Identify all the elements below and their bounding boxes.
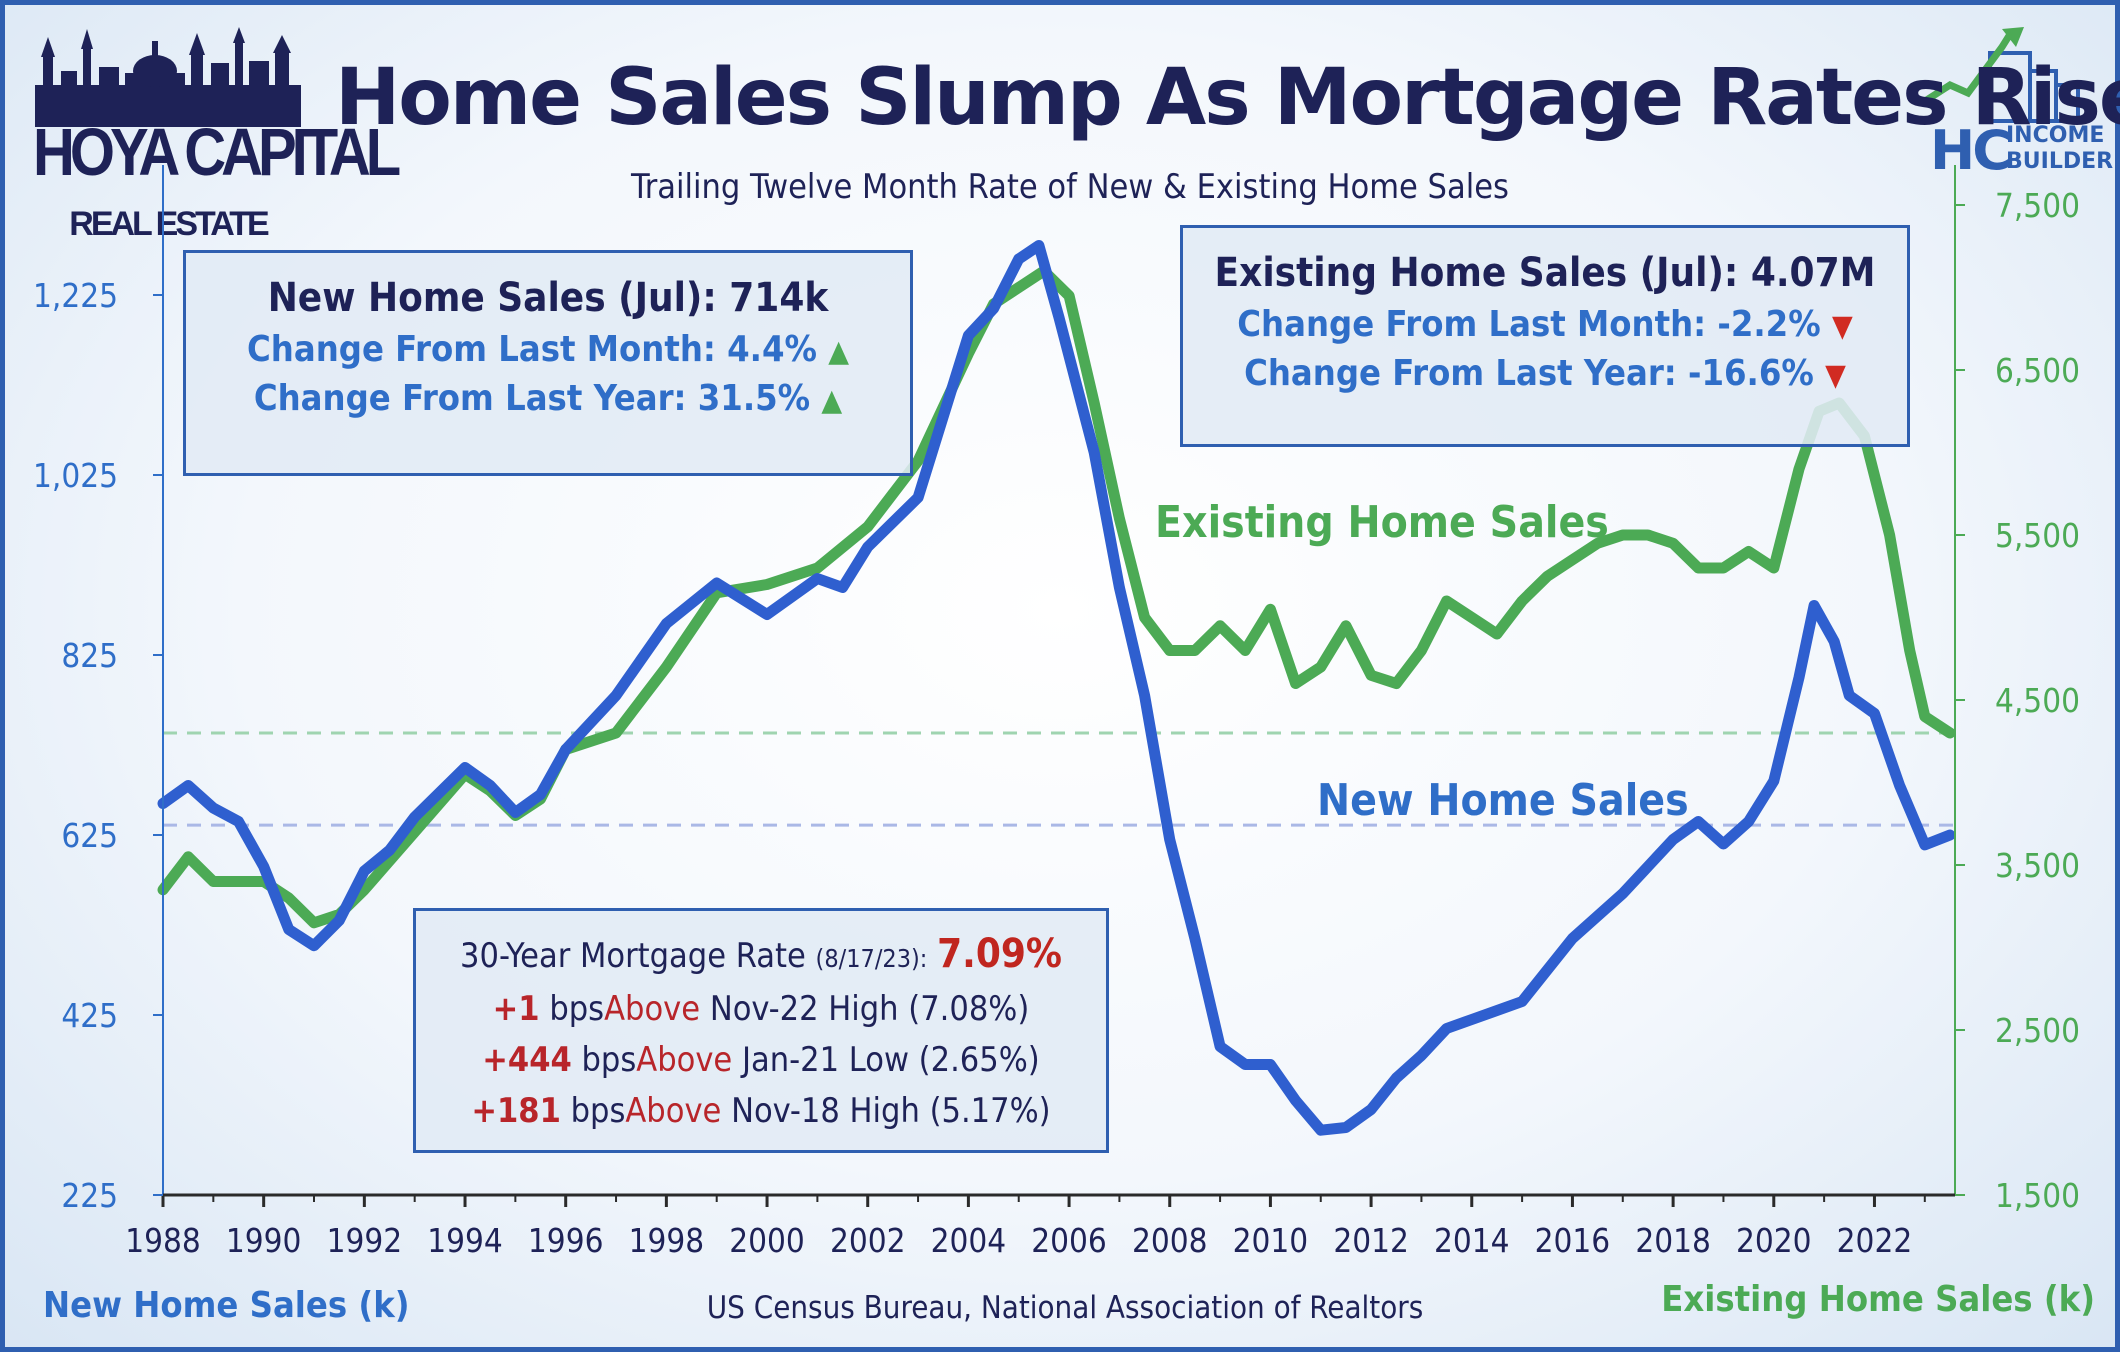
mortgage-row-unit: bps [581,1040,637,1080]
mortgage-row: +1 bpsAbove Nov-22 High (7.08%) [416,984,1106,1035]
x-tick-label: 2004 [931,1221,1007,1260]
existing-box-head: Existing Home Sales (Jul): 4.07M [1214,250,1876,296]
mortgage-row-rest: Jan-21 Low (2.65%) [741,1040,1040,1080]
y-left-tick-label: 225 [61,1176,118,1215]
down-triangle-icon: ▼ [1831,309,1853,344]
new-series-label: New Home Sales [1317,775,1689,826]
x-tick-label: 2010 [1233,1221,1309,1260]
new-box-year: Change From Last Year: 31.5% ▲ [186,378,910,419]
x-tick-label: 1992 [327,1221,403,1260]
building-chart-icon [1920,27,2080,123]
mortgage-row-above: Above [625,1091,722,1131]
new-box-month-text: Change From Last Month: 4.4% [247,329,817,370]
mortgage-row-rest: Nov-18 High (5.17%) [731,1091,1051,1131]
mortgage-label: 30-Year Mortgage Rate [460,936,806,976]
mortgage-rate: 7.09% [937,931,1062,977]
y-right-tick-label: 2,500 [1995,1011,2080,1050]
logo-right-text: INCOME BUILDER [2006,123,2113,175]
chart-title: Home Sales Slump As Mortgage Rates Rise [335,53,2120,143]
x-tick-label: 2020 [1736,1221,1812,1260]
mortgage-row: +181 bpsAbove Nov-18 High (5.17%) [416,1086,1106,1137]
logo-right-line2: BUILDER [2006,149,2114,174]
line-chart: 1988 1990 1992 1994 1996 1998 2000 2002 2004 2006… [33,165,2080,1260]
existing-box-year: Change From Last Year: -16.6% ▼ [1183,353,1907,394]
chart-subtitle: Trailing Twelve Month Rate of New & Exis… [631,167,1509,207]
mortgage-row-bps: +444 [482,1040,572,1080]
logo-right-line1: INCOME [2006,123,2105,148]
y-right-tick-label: 6,500 [1995,351,2080,390]
mortgage-row-bps: +181 [471,1091,561,1131]
x-tick-label: 2002 [830,1221,906,1260]
logo-left-sub: REAL ESTATE [69,205,269,243]
y-left-tick-label: 1,225 [33,276,118,315]
x-tick-label: 1994 [427,1221,503,1260]
x-tick-label: 2022 [1837,1221,1913,1260]
x-tick-label: 1988 [125,1221,201,1260]
x-tick-label: 2016 [1535,1221,1611,1260]
x-tick-label: 2018 [1635,1221,1711,1260]
up-triangle-icon: ▲ [828,334,849,369]
existing-box-month: Change From Last Month: -2.2% ▼ [1183,304,1907,345]
mortgage-rate-box: 30-Year Mortgage Rate (8/17/23): 7.09% +… [413,908,1109,1153]
mortgage-row-unit: bps [549,989,605,1029]
x-tick-label: 2012 [1333,1221,1409,1260]
y-left-tick-label: 625 [61,816,118,855]
mortgage-row-unit: bps [570,1091,626,1131]
mortgage-row: +444 bpsAbove Jan-21 Low (2.65%) [416,1035,1106,1086]
mortgage-row-above: Above [604,989,701,1029]
existing-home-sales-box: Existing Home Sales (Jul): 4.07M Change … [1180,225,1910,447]
down-triangle-icon: ▼ [1825,358,1846,393]
mortgage-row-bps: +1 [492,989,540,1029]
x-tick-label: 2006 [1031,1221,1107,1260]
new-home-sales-line [157,240,1956,1136]
existing-series-label: Existing Home Sales [1155,497,1609,548]
y-left-tick-label: 1,025 [33,456,118,495]
right-axis-label: Existing Home Sales (k) [1661,1279,2095,1320]
chart-axes: 1988 1990 1992 1994 1996 1998 2000 2002 2004 2006… [33,165,2080,1260]
new-box-year-text: Change From Last Year: 31.5% [253,378,811,419]
y-right-tick-label: 3,500 [1995,846,2080,885]
left-axis-label: New Home Sales (k) [43,1285,410,1326]
logo-right-hc: HC [1930,119,2012,182]
income-builder-logo: HC INCOME BUILDER [1920,23,2113,183]
y-left-tick-label: 425 [61,996,118,1035]
chart-series [157,240,1956,1136]
existing-box-year-text: Change From Last Year: -16.6% [1244,353,1814,394]
mortgage-row-rest: Nov-22 High (7.08%) [709,989,1030,1029]
up-triangle-icon: ▲ [821,383,843,418]
x-tick-label: 1990 [226,1221,302,1260]
x-tick-label: 2000 [729,1221,805,1260]
existing-box-month-text: Change From Last Month: -2.2% [1237,304,1821,345]
x-tick-label: 1996 [528,1221,604,1260]
y-right-tick-label: 4,500 [1995,681,2080,720]
y-right-tick-label: 7,500 [1995,186,2080,225]
mortgage-date: (8/17/23): [815,944,928,973]
source-note: US Census Bureau, National Association o… [706,1290,1424,1326]
new-box-month: Change From Last Month: 4.4% ▲ [186,329,910,370]
new-home-sales-box: New Home Sales (Jul): 714k Change From L… [183,250,913,476]
y-right-tick-label: 5,500 [1995,516,2080,555]
x-tick-label: 2008 [1132,1221,1208,1260]
x-tick-label: 2014 [1434,1221,1510,1260]
x-tick-label: 1998 [629,1221,705,1260]
reference-lines [163,731,1955,827]
y-left-tick-label: 825 [61,636,118,675]
skyline-icon [35,27,301,127]
mortgage-rate-line: 30-Year Mortgage Rate (8/17/23): 7.09% [416,929,1106,984]
new-box-head: New Home Sales (Jul): 714k [267,275,829,321]
mortgage-row-above: Above [636,1040,733,1080]
y-right-tick-label: 1,500 [1995,1176,2080,1215]
